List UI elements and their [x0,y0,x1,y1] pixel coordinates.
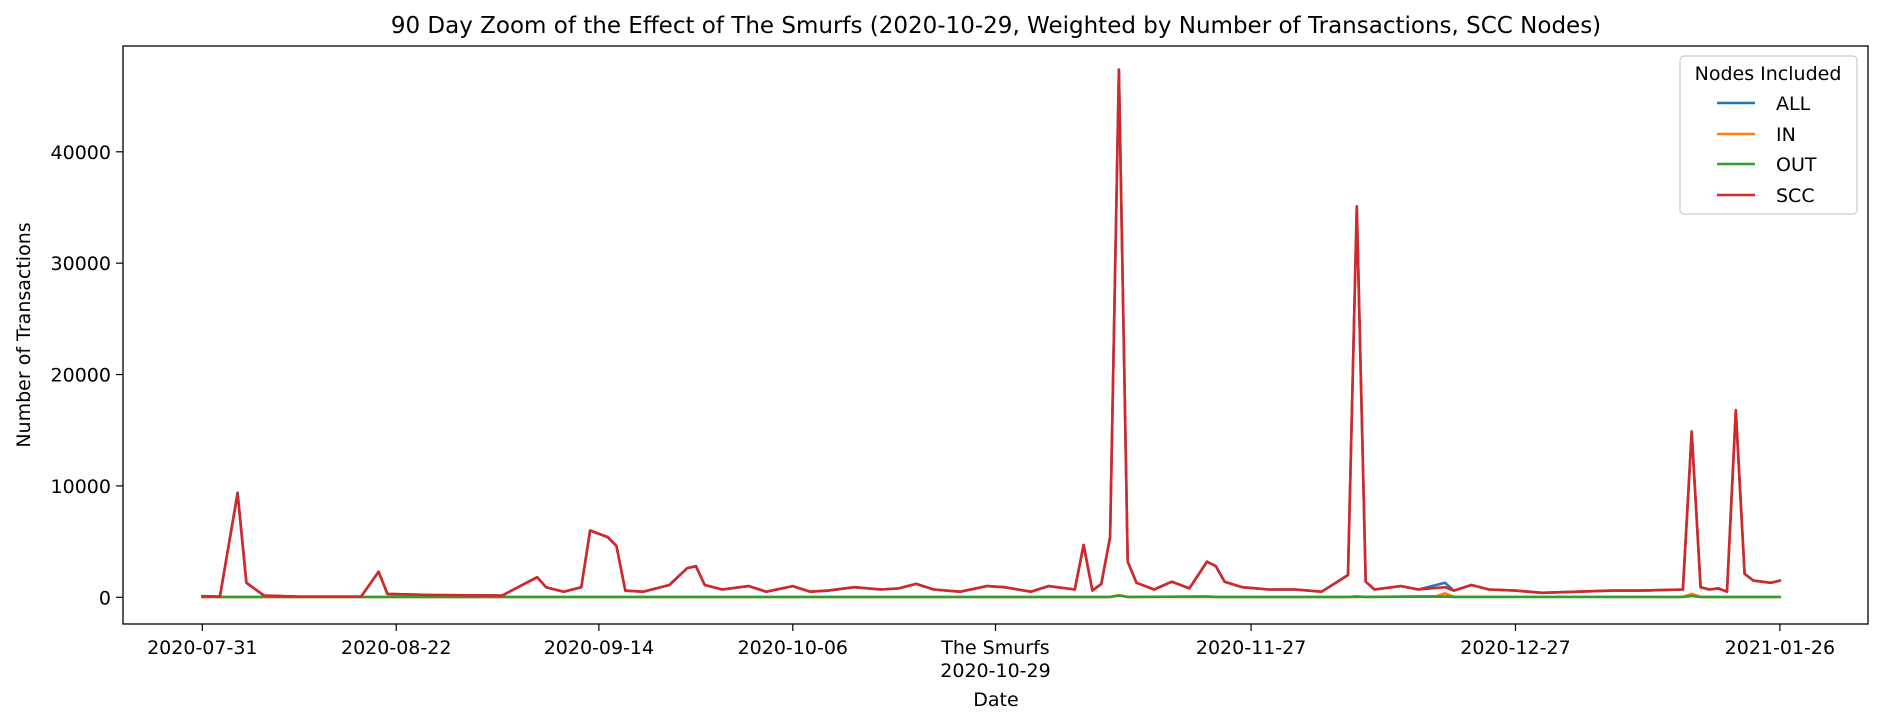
legend-label-scc: SCC [1776,185,1815,207]
series-line-out [201,594,1782,599]
plot-area [201,68,1782,599]
series-line-scc [201,69,1782,599]
event-date-label: 2020-10-29 [940,660,1050,682]
x-axis: 2020-07-31 2020-08-22 2020-09-14 2020-10-06… [147,624,1835,682]
legend-label-in: IN [1776,124,1796,146]
event-label: The Smurfs [940,637,1049,659]
x-tick-label: 2020-07-31 [147,637,257,659]
x-tick-label: 2020-11-27 [1196,637,1306,659]
x-tick-label: 2020-08-22 [341,637,451,659]
legend-label-out: OUT [1776,154,1817,176]
y-tick-label: 10000 [51,476,111,498]
x-tick-label: 2021-01-26 [1725,637,1835,659]
legend-title: Nodes Included [1695,63,1842,85]
y-axis: 0 10000 20000 30000 40000 [51,142,123,609]
chart-title: 90 Day Zoom of the Effect of The Smurfs … [391,13,1601,39]
y-tick-label: 30000 [51,253,111,275]
y-tick-label: 20000 [51,365,111,387]
x-tick-label: 2020-10-06 [738,637,848,659]
legend: Nodes Included ALL IN OUT SCC [1679,55,1858,215]
y-tick-label: 0 [99,587,111,609]
y-tick-label: 40000 [51,142,111,164]
x-tick-label: 2020-12-27 [1460,637,1570,659]
legend-label-all: ALL [1776,93,1811,115]
y-axis-label: Number of Transactions [13,222,35,447]
x-axis-label: Date [973,689,1018,711]
x-tick-label: 2020-09-14 [544,637,654,659]
legend-box [1679,55,1858,215]
